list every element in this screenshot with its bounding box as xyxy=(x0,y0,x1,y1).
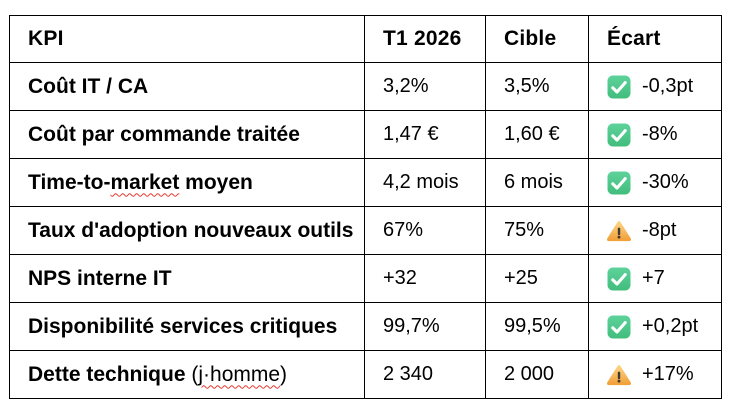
t1-value-cell: 2 340 xyxy=(364,350,486,399)
ecart-content: +0,2pt xyxy=(607,315,717,339)
ecart-cell: -8% xyxy=(588,110,722,159)
ecart-value: +17% xyxy=(642,363,694,385)
kpi-label: Time-to- xyxy=(28,170,111,194)
kpi-cell: Disponibilité services critiques xyxy=(9,302,365,351)
cible-value-cell: 1,60 € xyxy=(485,110,589,159)
cible-value-cell: +25 xyxy=(485,254,589,303)
col-header-ecart: Écart xyxy=(588,15,722,63)
kpi-cell: Coût par commande traitée xyxy=(9,110,365,159)
cible-value-cell: 6 mois xyxy=(485,158,589,207)
t1-value-cell: +32 xyxy=(364,254,486,303)
kpi-cell: Time-to-market moyen xyxy=(9,158,365,207)
table-row: NPS interne IT +32 +25 +7 xyxy=(9,254,722,303)
ecart-content: -8% xyxy=(607,123,717,147)
status-check-icon xyxy=(607,267,631,291)
kpi-cell: Taux d'adoption nouveaux outils xyxy=(9,206,365,255)
status-check-icon xyxy=(607,171,631,195)
kpi-label: Taux d'adoption nouveaux outils xyxy=(28,218,354,242)
kpi-cell: Dette technique (j·homme) xyxy=(9,350,365,399)
col-header-t1: T1 2026 xyxy=(364,15,486,63)
ecart-content: -8pt xyxy=(607,219,717,243)
kpi-label: Coût IT / CA xyxy=(28,74,149,98)
ecart-content: +7 xyxy=(607,267,717,291)
status-check-icon xyxy=(607,75,631,99)
ecart-value: +7 xyxy=(642,267,665,289)
status-warning-icon xyxy=(607,363,631,387)
cible-value-cell: 75% xyxy=(485,206,589,255)
kpi-label-misspelled: market xyxy=(110,170,180,194)
header-row: KPI T1 2026 Cible Écart xyxy=(9,15,722,63)
ecart-cell: -8pt xyxy=(588,206,722,255)
table-row: Coût IT / CA 3,2% 3,5% -0,3pt xyxy=(9,62,722,111)
t1-value-cell: 1,47 € xyxy=(364,110,486,159)
kpi-label: Disponibilité services critiques xyxy=(28,314,338,338)
cible-value-cell: 2 000 xyxy=(485,350,589,399)
kpi-cell: Coût IT / CA xyxy=(9,62,365,111)
t1-value-cell: 3,2% xyxy=(364,62,486,111)
col-header-kpi: KPI xyxy=(9,15,365,63)
ecart-value: +0,2pt xyxy=(642,315,699,337)
table-row: Taux d'adoption nouveaux outils 67% 75% -8… xyxy=(9,206,722,255)
ecart-value: -0,3pt xyxy=(642,75,694,97)
ecart-cell: -30% xyxy=(588,158,722,207)
kpi-label: Dette technique xyxy=(28,362,192,386)
status-check-icon xyxy=(607,123,631,147)
ecart-content: +17% xyxy=(607,363,717,387)
kpi-table: KPI T1 2026 Cible Écart Coût IT / CA 3,2%… xyxy=(9,15,722,399)
table-body: Coût IT / CA 3,2% 3,5% -0,3pt Coût par comm… xyxy=(9,62,722,399)
status-check-icon xyxy=(607,315,631,339)
table-row: Dette technique (j·homme) 2 340 2 000 +17% xyxy=(9,350,722,399)
kpi-label: NPS interne IT xyxy=(28,266,172,290)
ecart-cell: +7 xyxy=(588,254,722,303)
kpi-label: ( xyxy=(191,362,199,386)
cible-value-cell: 3,5% xyxy=(485,62,589,111)
kpi-label: Coût par commande traitée xyxy=(28,122,300,146)
kpi-cell: NPS interne IT xyxy=(9,254,365,303)
t1-value-cell: 67% xyxy=(364,206,486,255)
table-row: Coût par commande traitée 1,47 €1,60 € -8… xyxy=(9,110,722,159)
kpi-label: moyen xyxy=(179,170,253,194)
ecart-value: -30% xyxy=(642,171,689,193)
kpi-label-misspelled: j·homme xyxy=(198,362,281,386)
col-header-cible: Cible xyxy=(485,15,589,63)
ecart-value: -8% xyxy=(642,123,678,145)
t1-value-cell: 4,2 mois xyxy=(364,158,486,207)
ecart-cell: -0,3pt xyxy=(588,62,722,111)
ecart-content: -0,3pt xyxy=(607,75,717,99)
ecart-value: -8pt xyxy=(642,219,677,241)
cible-value-cell: 99,5% xyxy=(485,302,589,351)
t1-value-cell: 99,7% xyxy=(364,302,486,351)
ecart-content: -30% xyxy=(607,171,717,195)
ecart-cell: +0,2pt xyxy=(588,302,722,351)
ecart-cell: +17% xyxy=(588,350,722,399)
table-row: Disponibilité services critiques 99,7% 99,… xyxy=(9,302,722,351)
kpi-label: ) xyxy=(280,362,288,386)
status-warning-icon xyxy=(607,219,631,243)
table-row: Time-to-market moyen 4,2 mois 6 mois -30% xyxy=(9,158,722,207)
